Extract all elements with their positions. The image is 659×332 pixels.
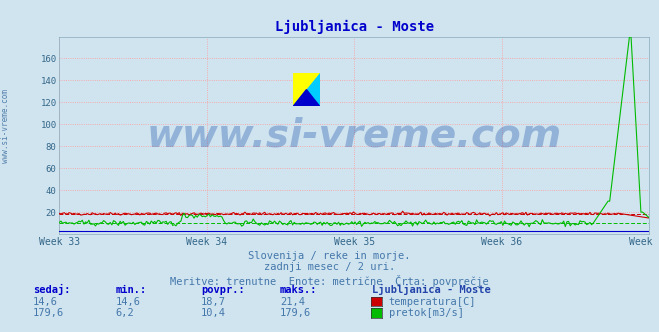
Text: 10,4: 10,4 (201, 308, 226, 318)
Text: min.:: min.: (115, 285, 146, 295)
Text: Ljubljanica - Moste: Ljubljanica - Moste (372, 284, 491, 295)
Text: zadnji mesec / 2 uri.: zadnji mesec / 2 uri. (264, 262, 395, 272)
Text: 18,7: 18,7 (201, 297, 226, 307)
Text: Slovenija / reke in morje.: Slovenija / reke in morje. (248, 251, 411, 261)
Polygon shape (293, 73, 320, 106)
Text: 6,2: 6,2 (115, 308, 134, 318)
Title: Ljubljanica - Moste: Ljubljanica - Moste (275, 20, 434, 34)
Text: povpr.:: povpr.: (201, 285, 244, 295)
Text: sedaj:: sedaj: (33, 284, 71, 295)
Polygon shape (293, 73, 320, 106)
Text: 14,6: 14,6 (115, 297, 140, 307)
Text: maks.:: maks.: (280, 285, 318, 295)
Text: 179,6: 179,6 (280, 308, 311, 318)
Text: temperatura[C]: temperatura[C] (389, 297, 476, 307)
Text: 21,4: 21,4 (280, 297, 305, 307)
Polygon shape (293, 90, 320, 106)
Text: Meritve: trenutne  Enote: metrične  Črta: povprečje: Meritve: trenutne Enote: metrične Črta: … (170, 275, 489, 287)
Text: www.si-vreme.com: www.si-vreme.com (1, 89, 10, 163)
Text: pretok[m3/s]: pretok[m3/s] (389, 308, 464, 318)
Text: 14,6: 14,6 (33, 297, 58, 307)
Text: 179,6: 179,6 (33, 308, 64, 318)
Text: www.si-vreme.com: www.si-vreme.com (146, 116, 562, 154)
